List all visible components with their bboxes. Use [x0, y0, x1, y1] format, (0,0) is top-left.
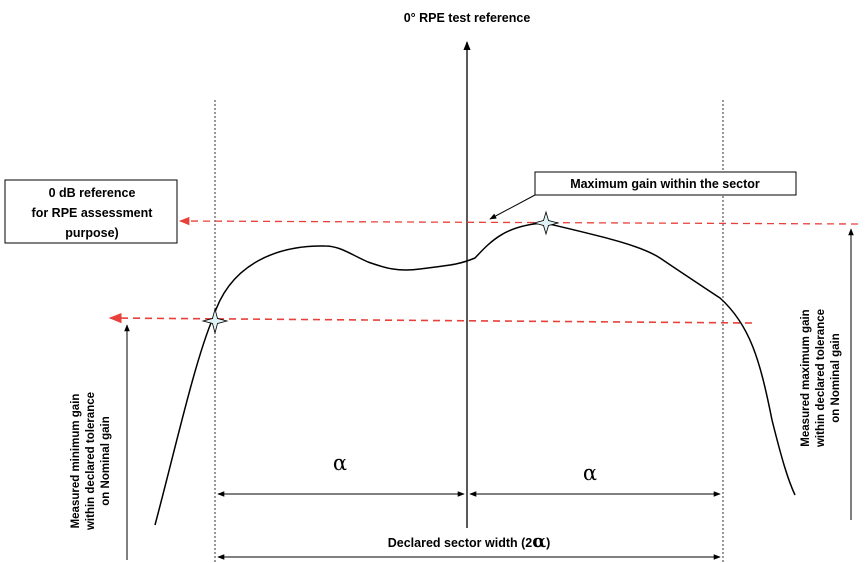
alpha-left-label: α: [333, 451, 347, 475]
sector-width-alpha: α: [532, 531, 546, 552]
reference-box-line-1: 0 dB reference: [49, 186, 136, 200]
max-gain-label-line-3: on Nominal gain: [830, 333, 842, 422]
max-gain-marker: [532, 210, 560, 236]
gain-curve: [154, 222, 796, 526]
max-gain-label-line-2: within declared tolerance: [815, 309, 827, 448]
max-gain-pointer: [489, 194, 536, 220]
max-gain-label-line-1: Measured maximum gain: [800, 309, 812, 446]
zero-db-reference-box: [4, 179, 178, 244]
alpha-right-label: α: [583, 461, 597, 485]
min-gain-label-line-3: on Nominal gain: [100, 416, 112, 505]
sector-width-prefix: Declared sector width (2: [388, 536, 533, 550]
max-gain-box: [534, 171, 797, 196]
sector-width-label: Declared sector width (2α): [388, 531, 551, 552]
min-gain-marker: [201, 307, 229, 335]
reference-box-line-2: for RPE assessment: [32, 206, 154, 220]
sector-width-suffix: ): [546, 536, 550, 550]
min-gain-label-line-1: Measured minimum gain: [70, 394, 82, 529]
reference-box-line-3: purpose): [65, 226, 118, 240]
axis-label: 0° RPE test reference: [404, 11, 531, 25]
max-gain-label: Maximum gain within the sector: [570, 177, 760, 191]
max-gain-reference-line: [178, 216, 859, 226]
min-gain-label-line-2: within declared tolerance: [85, 392, 97, 531]
